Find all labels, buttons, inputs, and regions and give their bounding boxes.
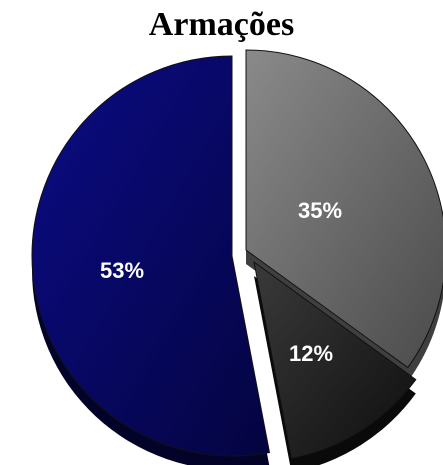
slice-data-label: 35%: [298, 198, 342, 223]
slice-data-label: 12%: [289, 341, 333, 366]
pie-slice-35pct: [245, 49, 443, 369]
chart-title: Armações: [148, 6, 295, 43]
pie-slice-12pct: [253, 260, 417, 460]
pie-slice-53pct: [31, 55, 271, 457]
slice-data-label: 53%: [100, 258, 144, 283]
